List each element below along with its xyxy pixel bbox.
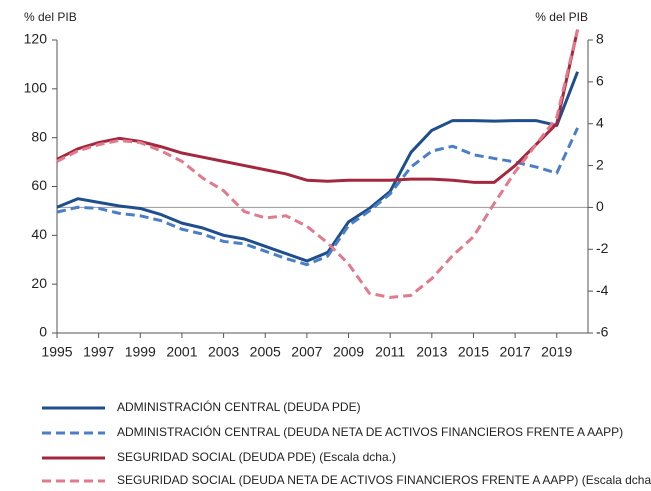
- x-tick-label: 2011: [375, 344, 405, 360]
- x-tick-label: 2005: [250, 344, 281, 360]
- y2-tick-label: 0: [596, 198, 604, 214]
- x-tick-label: 2001: [166, 344, 197, 360]
- y-tick-label: 40: [31, 226, 47, 242]
- legend-label: ADMINISTRACIÓN CENTRAL (DEUDA NETA DE AC…: [117, 424, 623, 439]
- y-tick-label: 20: [31, 275, 47, 291]
- series-line: [56, 127, 579, 267]
- y-tick-label: 100: [24, 80, 48, 96]
- y2-tick-label: -4: [596, 282, 609, 298]
- y2-axis-title: % del PIB: [535, 10, 588, 24]
- y-axis-title: % del PIB: [24, 10, 77, 24]
- x-tick-label: 2007: [291, 344, 322, 360]
- y2-tick-label: -2: [596, 240, 609, 256]
- x-tick-label: 2017: [500, 344, 531, 360]
- x-tick-label: 1995: [41, 344, 72, 360]
- y-tick-label: 80: [31, 128, 47, 144]
- series-line: [56, 29, 580, 184]
- series-line: [56, 71, 579, 263]
- y2-tick-label: -6: [596, 324, 609, 340]
- series-line: [56, 29, 580, 299]
- y-tick-label: 0: [39, 324, 47, 340]
- x-tick-label: 2009: [333, 344, 364, 360]
- x-tick-label: 2003: [208, 344, 239, 360]
- x-tick-label: 2013: [416, 344, 447, 360]
- legend-label: SEGURIDAD SOCIAL (DEUDA PDE) (Escala dch…: [117, 450, 396, 464]
- legend-label: ADMINISTRACIÓN CENTRAL (DEUDA PDE): [117, 399, 361, 414]
- y2-tick-label: 2: [596, 156, 604, 172]
- y2-tick-label: 8: [596, 31, 604, 47]
- y2-tick-label: 4: [596, 114, 604, 130]
- y2-tick-label: 6: [596, 73, 604, 89]
- x-tick-label: 2019: [541, 344, 572, 360]
- x-tick-label: 2015: [458, 344, 489, 360]
- x-tick-label: 1997: [83, 344, 114, 360]
- y-tick-label: 120: [24, 31, 48, 47]
- legend-label: SEGURIDAD SOCIAL (DEUDA NETA DE ACTIVOS …: [117, 473, 651, 487]
- x-tick-label: 1999: [125, 344, 156, 360]
- y-tick-label: 60: [31, 177, 47, 193]
